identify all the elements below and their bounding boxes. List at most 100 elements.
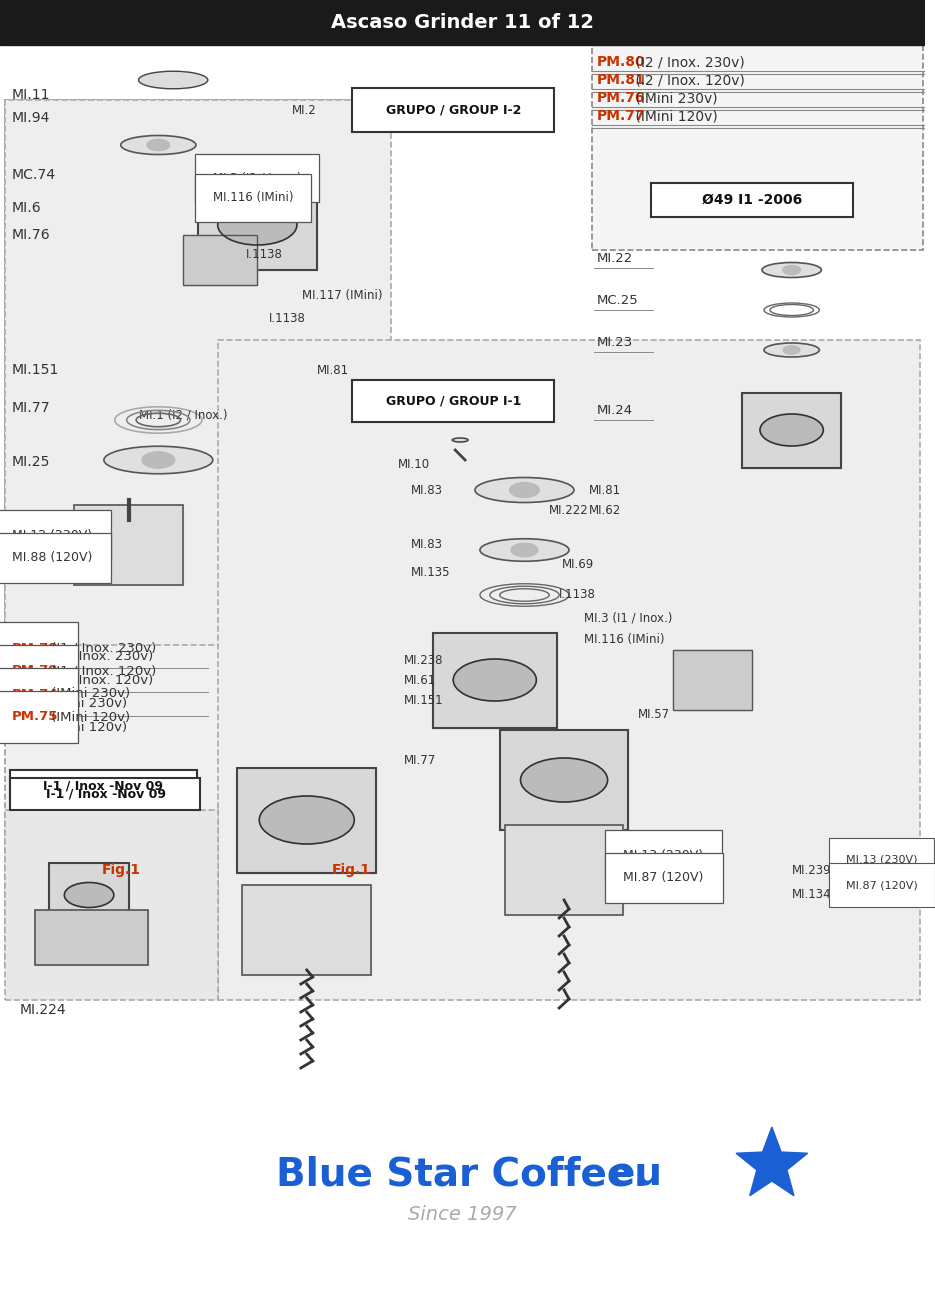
Bar <box>242 886 371 975</box>
Bar <box>183 235 257 285</box>
Ellipse shape <box>764 343 819 358</box>
Text: MI.77: MI.77 <box>12 402 50 414</box>
Text: Since 1997: Since 1997 <box>408 1206 516 1224</box>
Ellipse shape <box>453 658 537 701</box>
Bar <box>35 910 149 964</box>
Bar <box>183 235 257 285</box>
Text: MI.3 (I2 / Inox.): MI.3 (I2 / Inox.) <box>218 172 306 185</box>
Text: MI.88 (120V): MI.88 (120V) <box>12 558 100 572</box>
Text: MI.134: MI.134 <box>792 888 831 901</box>
Ellipse shape <box>510 483 539 497</box>
Ellipse shape <box>521 758 608 802</box>
Text: (I1 / Inox. 120v): (I1 / Inox. 120v) <box>44 674 153 687</box>
Text: PM.74: PM.74 <box>12 688 58 701</box>
Ellipse shape <box>453 438 468 442</box>
Text: MI.12 (230V): MI.12 (230V) <box>12 528 100 542</box>
FancyBboxPatch shape <box>10 769 197 802</box>
Text: MI.76: MI.76 <box>12 229 50 241</box>
Text: I.1138: I.1138 <box>269 311 306 324</box>
Bar <box>198 179 317 270</box>
Text: PM.77: PM.77 <box>597 108 645 123</box>
Text: (IMini 230v): (IMini 230v) <box>44 697 127 710</box>
Text: PM.76: PM.76 <box>597 90 645 105</box>
Text: (IMini 230v): (IMini 230v) <box>48 688 131 701</box>
Text: PM.79: PM.79 <box>12 665 58 678</box>
Text: MI.12 (230V): MI.12 (230V) <box>12 528 92 541</box>
Text: MI.81: MI.81 <box>317 364 349 377</box>
Text: Blue Star Coffee.: Blue Star Coffee. <box>276 1155 648 1194</box>
Text: MI.117 (IMini): MI.117 (IMini) <box>302 288 382 302</box>
Text: Ø49 I1 -2006: Ø49 I1 -2006 <box>702 192 802 207</box>
Text: (I1 / Inox. 230v): (I1 / Inox. 230v) <box>44 649 153 662</box>
Text: MI.13 (230V): MI.13 (230V) <box>624 848 703 861</box>
Bar <box>499 729 628 830</box>
Text: MC.25: MC.25 <box>597 293 639 306</box>
Text: PM.80: PM.80 <box>597 56 645 68</box>
Ellipse shape <box>475 478 574 502</box>
Text: MI.22: MI.22 <box>597 252 633 265</box>
FancyBboxPatch shape <box>352 88 554 132</box>
Text: MI.222: MI.222 <box>549 503 589 516</box>
Polygon shape <box>736 1127 808 1195</box>
Bar <box>237 768 376 873</box>
Text: MI.69: MI.69 <box>562 559 595 572</box>
Bar <box>74 505 183 585</box>
Text: (IMini 230v): (IMini 230v) <box>631 90 717 105</box>
Text: MI.116 (IMini): MI.116 (IMini) <box>583 634 665 647</box>
Ellipse shape <box>138 71 208 89</box>
Bar <box>237 768 376 873</box>
Text: MI.6: MI.6 <box>12 201 41 216</box>
Text: (I2 / Inox. 120v): (I2 / Inox. 120v) <box>631 74 744 86</box>
Text: GRUPO / GROUP I-2: GRUPO / GROUP I-2 <box>385 103 521 116</box>
Text: MI.61: MI.61 <box>404 674 436 687</box>
Ellipse shape <box>511 544 538 556</box>
Text: MI.83: MI.83 <box>410 484 442 497</box>
Ellipse shape <box>762 262 821 278</box>
Ellipse shape <box>259 797 354 844</box>
Text: (IMini 120v): (IMini 120v) <box>44 722 127 735</box>
FancyBboxPatch shape <box>10 778 200 809</box>
Text: Fig.1: Fig.1 <box>332 862 370 877</box>
Ellipse shape <box>142 452 175 469</box>
Bar <box>433 633 556 728</box>
Text: PM.78: PM.78 <box>12 642 58 655</box>
Text: MI.239: MI.239 <box>792 864 831 877</box>
FancyBboxPatch shape <box>352 380 554 422</box>
Text: MI.77: MI.77 <box>404 754 436 767</box>
Text: MI.81: MI.81 <box>589 484 621 497</box>
Text: I-1 / Inox -Nov 09: I-1 / Inox -Nov 09 <box>46 788 165 800</box>
Text: Ascaso Grinder 11 of 12: Ascaso Grinder 11 of 12 <box>331 13 594 31</box>
Text: MI.13 (230V): MI.13 (230V) <box>846 855 917 865</box>
Text: (IMini 120v): (IMini 120v) <box>48 710 131 723</box>
Text: MC.74: MC.74 <box>12 168 56 182</box>
Text: PM.74: PM.74 <box>12 697 58 710</box>
Bar <box>35 910 149 964</box>
Bar <box>505 825 624 915</box>
Text: MI.11: MI.11 <box>12 88 50 102</box>
Text: PM.81: PM.81 <box>597 74 645 86</box>
Text: MI.23: MI.23 <box>597 336 633 349</box>
Bar <box>505 825 624 915</box>
Ellipse shape <box>104 447 213 474</box>
Text: MI.151: MI.151 <box>404 693 443 706</box>
Text: PM.75: PM.75 <box>12 722 58 735</box>
Text: MI.1 (I2 / Inox.): MI.1 (I2 / Inox.) <box>138 408 227 421</box>
Bar <box>433 633 556 728</box>
Bar <box>673 649 752 710</box>
Text: MI.224: MI.224 <box>20 1003 66 1017</box>
Text: MI.88 (120V): MI.88 (120V) <box>12 551 93 564</box>
Text: (I1 / Inox. 230v): (I1 / Inox. 230v) <box>48 642 157 655</box>
Ellipse shape <box>760 414 824 445</box>
Ellipse shape <box>783 266 800 275</box>
Text: PM.78: PM.78 <box>12 649 58 662</box>
Text: I.1138: I.1138 <box>245 248 282 262</box>
Bar <box>242 886 371 975</box>
Text: MI.87 (120V): MI.87 (120V) <box>846 880 918 889</box>
Text: MI.83: MI.83 <box>410 538 442 551</box>
Bar <box>592 0 923 250</box>
Text: MI.2: MI.2 <box>292 103 317 116</box>
Ellipse shape <box>121 136 196 155</box>
Text: PM.79: PM.79 <box>12 674 58 687</box>
Text: MI.62: MI.62 <box>589 503 621 516</box>
Text: MI.24: MI.24 <box>597 404 633 417</box>
